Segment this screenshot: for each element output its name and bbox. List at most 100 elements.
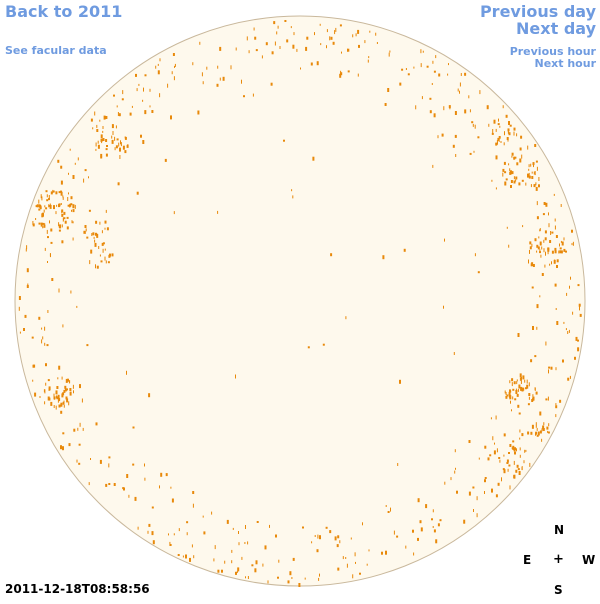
facula-mark	[509, 395, 512, 400]
facula-mark	[124, 136, 126, 139]
facula-mark	[143, 87, 144, 92]
facula-mark	[77, 157, 79, 161]
facula-mark	[320, 43, 322, 46]
facula-mark	[425, 504, 428, 509]
facula-mark	[39, 206, 42, 210]
previous-hour-link[interactable]: Previous hour	[509, 45, 596, 58]
facula-mark	[498, 138, 500, 142]
facula-mark	[519, 147, 522, 151]
facula-mark	[477, 271, 480, 274]
facula-mark	[518, 182, 521, 186]
facula-mark	[339, 540, 341, 544]
facula-mark	[540, 254, 542, 258]
facula-mark	[96, 124, 98, 128]
facula-mark	[354, 552, 356, 557]
facula-mark	[113, 94, 115, 97]
facula-mark	[420, 63, 422, 68]
facula-mark	[241, 556, 243, 560]
facula-mark	[63, 400, 65, 405]
facula-mark	[512, 440, 515, 443]
facula-mark	[316, 549, 319, 553]
facula-mark	[516, 379, 518, 382]
facula-mark	[291, 577, 293, 579]
back-to-year-link[interactable]: Back to 2011	[5, 2, 123, 21]
facula-mark	[511, 152, 514, 156]
facula-mark	[530, 163, 532, 167]
facula-mark	[455, 467, 456, 470]
facula-mark	[569, 285, 570, 289]
facula-mark	[527, 145, 529, 150]
facula-mark	[513, 449, 516, 452]
facula-mark	[78, 462, 81, 465]
facula-mark	[533, 184, 536, 188]
facula-mark	[159, 485, 160, 489]
facula-mark	[432, 526, 434, 528]
facula-mark	[102, 248, 104, 253]
facula-mark	[186, 532, 188, 536]
facula-mark	[48, 198, 50, 201]
facula-mark	[317, 534, 319, 539]
facula-mark	[53, 396, 55, 400]
facula-mark	[171, 71, 173, 75]
facula-mark	[528, 259, 529, 264]
facula-mark	[474, 124, 476, 129]
facula-mark	[530, 431, 533, 435]
facula-mark	[541, 246, 543, 250]
facula-mark	[32, 364, 35, 368]
facula-mark	[454, 470, 456, 474]
facula-mark	[503, 433, 506, 437]
facula-mark	[49, 220, 50, 224]
facula-mark	[23, 328, 25, 331]
next-day-link[interactable]: Next day	[516, 19, 596, 38]
facula-mark	[70, 290, 72, 294]
facula-mark	[509, 389, 511, 393]
facula-mark	[495, 142, 498, 146]
facula-mark	[271, 51, 274, 55]
facula-mark	[433, 529, 436, 533]
facula-mark	[32, 223, 35, 227]
facula-mark	[67, 378, 69, 382]
facula-mark	[556, 265, 558, 268]
facula-mark	[62, 401, 64, 405]
facula-mark	[578, 303, 581, 307]
next-hour-link[interactable]: Next hour	[534, 57, 597, 70]
facula-mark	[492, 436, 494, 441]
facula-mark	[42, 226, 44, 229]
facula-mark	[157, 70, 160, 75]
facula-mark	[544, 237, 547, 241]
facula-mark	[69, 203, 72, 207]
facula-mark	[464, 72, 467, 76]
facula-mark	[25, 248, 27, 252]
facula-mark	[504, 131, 505, 136]
facula-mark	[563, 321, 565, 324]
facula-mark	[469, 109, 471, 113]
facula-mark	[47, 396, 50, 401]
facula-mark	[537, 431, 540, 436]
facula-mark	[524, 379, 526, 383]
facula-mark	[116, 138, 119, 141]
facula-mark	[549, 240, 552, 243]
facula-mark	[435, 55, 437, 59]
facula-mark	[111, 135, 113, 139]
facula-mark	[506, 226, 508, 229]
facula-mark	[358, 44, 360, 48]
facula-mark	[311, 541, 313, 544]
facula-mark	[471, 121, 474, 124]
facula-mark	[340, 72, 343, 76]
previous-day-link[interactable]: Previous day	[479, 2, 596, 21]
facula-mark	[62, 446, 64, 451]
facula-mark	[62, 196, 64, 200]
facula-mark	[95, 264, 96, 269]
facula-mark	[99, 459, 102, 464]
facula-mark	[513, 176, 515, 180]
see-facular-data-link[interactable]: See facular data	[5, 44, 107, 57]
facula-mark	[35, 205, 38, 208]
facula-mark	[555, 235, 558, 238]
facula-mark	[45, 363, 47, 367]
facula-mark	[551, 261, 552, 265]
facula-mark	[443, 305, 444, 309]
facula-mark	[530, 263, 532, 267]
facula-mark	[45, 190, 48, 193]
facula-mark	[319, 535, 321, 540]
